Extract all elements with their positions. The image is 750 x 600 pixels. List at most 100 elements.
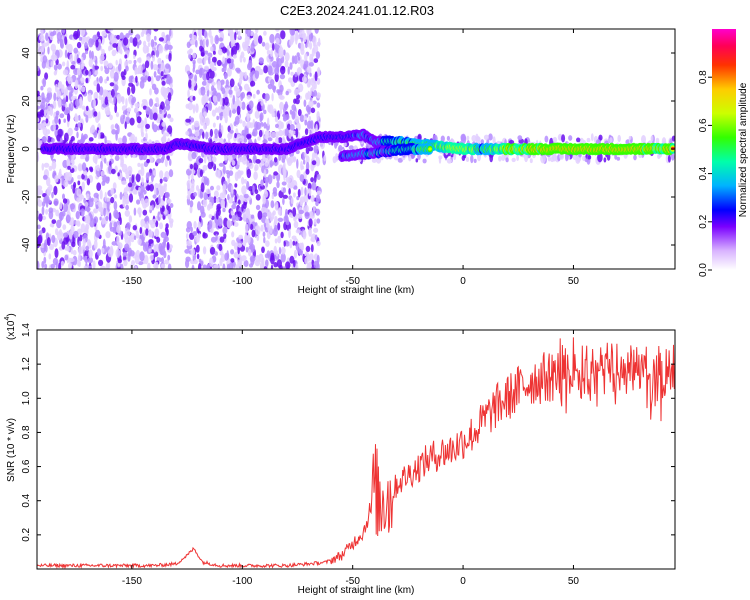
spectrogram-noise-cell: [547, 155, 551, 162]
spectrogram-noise-cell: [53, 185, 58, 196]
spectrogram-noise-cell: [150, 60, 154, 70]
spectrogram-noise-cell: [210, 236, 217, 243]
spectrogram-noise-cell: [103, 207, 106, 217]
spectrogram-noise-cell: [51, 137, 55, 143]
spectrogram-noise-cell: [59, 168, 62, 177]
spectrogram-noise-cell: [261, 41, 266, 47]
spectrogram-noise-cell: [231, 184, 234, 195]
spectrogram-noise-cell: [205, 117, 210, 126]
spectrogram-noise-cell: [192, 52, 197, 59]
spectrogram-noise-cell: [222, 165, 226, 175]
spectrogram-noise-cell: [112, 43, 118, 48]
spectrogram-noise-cell: [305, 168, 310, 175]
spectrogram-noise-cell: [85, 245, 89, 252]
spectrogram-noise-cell: [94, 70, 99, 76]
spectrogram-noise-cell: [299, 114, 305, 123]
spectrogram-noise-cell: [158, 213, 164, 218]
spectrogram-noise-cell: [111, 124, 115, 130]
spectrogram-noise-cell: [191, 151, 197, 160]
spectrogram-noise-cell: [237, 211, 242, 218]
spectrogram-noise-cell: [210, 185, 214, 191]
spectrogram-noise-cell: [46, 237, 51, 246]
spectrogram-noise-cell: [204, 50, 209, 55]
spectrogram-noise-cell: [222, 46, 227, 54]
spectrogram-noise-cell: [262, 212, 268, 218]
spectrogram-noise-cell: [224, 72, 228, 79]
spectrogram-noise-cell: [37, 234, 43, 245]
spectrogram-noise-cell: [202, 232, 206, 237]
spectrogram-noise-cell: [203, 38, 206, 47]
y-tick-label: 1.4: [21, 323, 32, 337]
spectrogram-noise-cell: [310, 244, 314, 253]
spectrogram-noise-cell: [203, 111, 208, 117]
spectrogram-noise-cell: [516, 154, 519, 161]
spectrogram-noise-cell: [222, 56, 226, 64]
spectrogram-noise-cell: [270, 49, 274, 58]
spectrogram-noise-cell: [297, 56, 301, 61]
spectrogram-noise-cell: [285, 261, 291, 269]
snr-frame: [36, 329, 676, 570]
spectrogram-noise-cell: [189, 163, 194, 170]
spectrogram-noise-cell: [313, 218, 317, 225]
spectrogram-noise-cell: [603, 157, 607, 163]
spectrogram-noise-cell: [128, 60, 132, 64]
spectrogram-noise-cell: [195, 103, 199, 113]
spectrogram-noise-cell: [107, 29, 114, 32]
spectrogram-noise-cell: [226, 219, 232, 229]
spectrogram-noise-cell: [243, 57, 246, 63]
spectrogram-noise-cell: [68, 262, 73, 269]
spectrogram-noise-cell: [159, 186, 165, 196]
spectrogram-noise-cell: [59, 137, 63, 145]
x-tick-label: -100: [232, 276, 252, 287]
spectrogram-noise-cell: [100, 170, 105, 177]
spectrogram-noise-cell: [112, 182, 117, 190]
spectrogram-noise-cell: [139, 251, 145, 262]
spectrogram-noise-cell: [119, 191, 123, 200]
spectrogram-noise-cell: [163, 250, 167, 259]
spectrogram-noise-cell: [81, 181, 86, 191]
spectrogram-noise-cell: [230, 47, 234, 57]
spectrogram-noise-cell: [332, 156, 337, 164]
spectrogram-noise-cell: [125, 65, 129, 72]
y-tick-label: 40: [21, 47, 32, 59]
spectrogram-noise-cell: [166, 204, 169, 211]
spectrogram-noise-cell: [187, 102, 194, 111]
spectrogram-noise-cell: [133, 235, 137, 240]
spectrogram-noise-cell: [657, 153, 661, 160]
spectrogram-noise-cell: [54, 83, 58, 93]
x-tick-label: -50: [345, 576, 360, 587]
spectrogram-noise-cell: [219, 112, 223, 121]
spectrogram-noise-cell: [99, 216, 102, 221]
spectrogram-noise-cell: [308, 100, 314, 108]
spectrogram-noise-cell: [220, 199, 225, 209]
spectrogram-noise-cell: [53, 92, 57, 102]
spectrogram-noise-cell: [137, 238, 142, 246]
snr-scale-prefix: (x10: [6, 320, 17, 340]
spectrogram-noise-cell: [258, 35, 263, 44]
spectrogram-noise-cell: [250, 214, 255, 219]
spectrogram-noise-cell: [255, 194, 261, 201]
spectrogram-noise-cell: [209, 70, 215, 79]
spectrogram-noise-cell: [272, 42, 275, 51]
spectrogram-noise-cell: [311, 92, 316, 97]
spectrogram-noise-cell: [271, 131, 276, 138]
spectrogram-noise-cell: [54, 174, 59, 183]
x-tick-label: -150: [122, 576, 142, 587]
spectrogram-noise-cell: [227, 177, 231, 184]
spectrogram-noise-cell: [108, 212, 112, 222]
spectrogram-noise-cell: [270, 200, 275, 209]
spectrogram-noise-cell: [187, 70, 191, 75]
spectrogram-noise-cell: [279, 264, 283, 269]
spectrogram-noise-cell: [129, 117, 135, 126]
spectrogram-noise-cell: [99, 189, 103, 200]
spectrogram-noise-cell: [233, 222, 239, 227]
spectrogram-noise-cell: [312, 35, 317, 45]
spectrogram-noise-cell: [295, 149, 300, 155]
spectrogram-noise-cell: [186, 179, 191, 190]
spectrogram-noise-cell: [243, 179, 248, 184]
spectrogram-noise-cell: [241, 129, 246, 137]
spectrogram-noise-cell: [153, 244, 157, 253]
spectrogram-noise-cell: [87, 92, 92, 103]
spectrogram-noise-cell: [86, 205, 90, 213]
spectrogram-noise-cell: [125, 204, 129, 211]
